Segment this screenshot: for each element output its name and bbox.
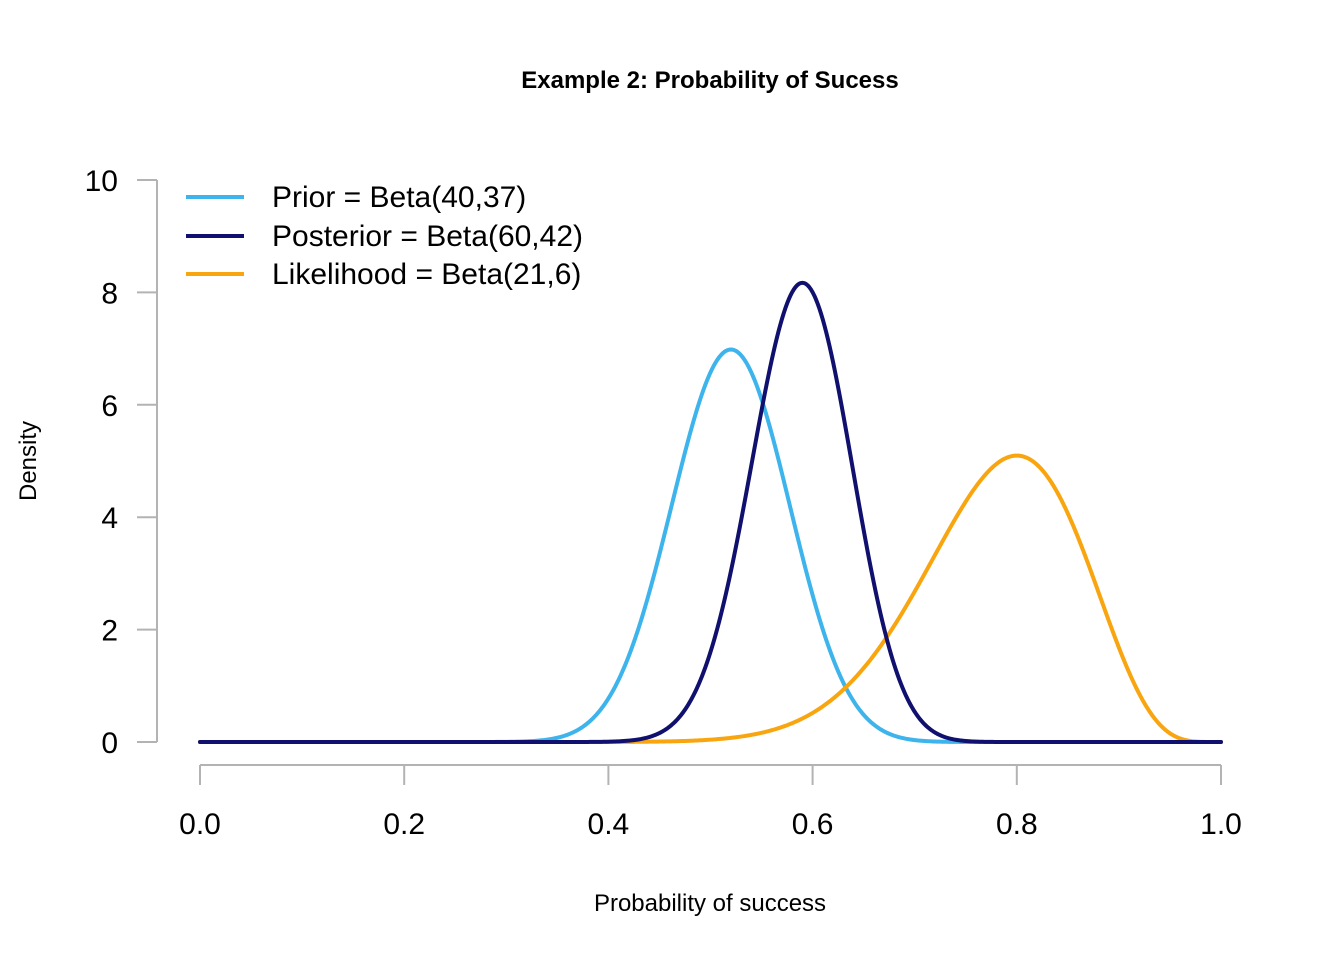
legend-label: Prior = Beta(40,37) [272,181,526,214]
y-tick-label: 2 [101,615,118,648]
legend-label: Posterior = Beta(60,42) [272,220,583,253]
y-tick-label: 8 [101,277,118,310]
x-tick-label: 0.4 [588,808,630,841]
x-tick-label: 0.2 [383,808,425,841]
chart-title: Example 2: Probability of Sucess [521,67,898,94]
x-tick-label: 0.0 [179,808,221,841]
y-tick-label: 4 [101,502,118,535]
x-tick-label: 1.0 [1200,808,1242,841]
curves [198,280,1223,744]
y-tick-label: 0 [101,727,118,760]
y-axis-label: Density [15,421,42,501]
y-tick-label: 10 [85,165,118,198]
y-tick-label: 6 [101,390,118,423]
x-tick-label: 0.8 [996,808,1038,841]
x-tick-label: 0.6 [792,808,834,841]
series-line-1 [198,280,1223,744]
axes: 0.0 0.2 0.4 0.6 0.8 1.0 0 2 4 6 8 10 [85,165,1242,841]
legend: Prior = Beta(40,37) Posterior = Beta(60,4… [186,181,583,291]
x-axis-label: Probability of success [594,890,826,917]
series-line-0 [198,347,1223,744]
series-line-2 [198,453,1223,744]
legend-label: Likelihood = Beta(21,6) [272,258,581,291]
